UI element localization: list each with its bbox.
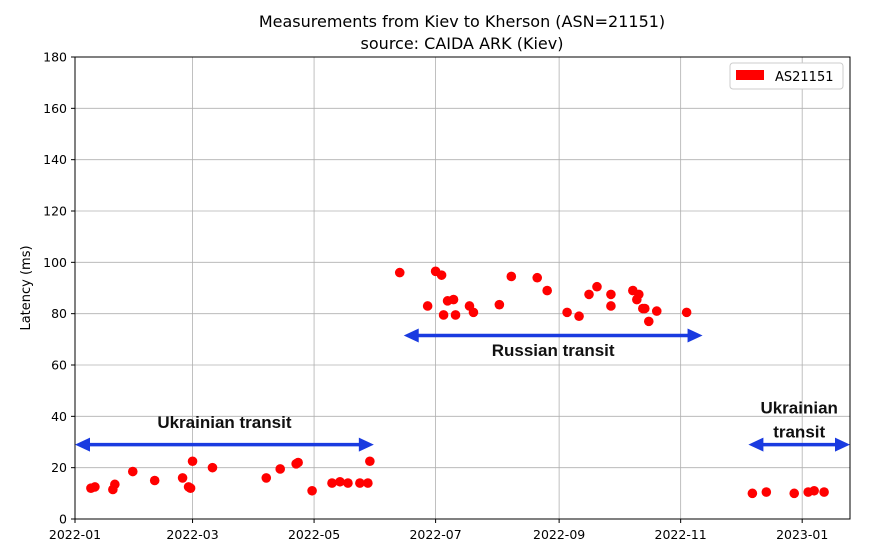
data-point <box>747 488 758 499</box>
data-point <box>450 310 461 320</box>
data-point <box>90 482 100 492</box>
data-point <box>343 478 353 488</box>
transit-annotation: Ukrainian transit <box>748 398 850 452</box>
data-point <box>643 316 654 327</box>
data-point <box>819 487 829 497</box>
transit-annotation: Ukrainian transit <box>75 413 374 452</box>
transit-label: Ukrainian transit <box>760 398 837 441</box>
transit-arrow-head-right <box>358 437 374 452</box>
x-tick-label: 2022-11 <box>655 527 707 542</box>
data-point <box>584 289 594 300</box>
data-point <box>532 272 543 283</box>
x-tick-label: 2022-03 <box>166 527 218 542</box>
x-axis: 2022-01 2022-03 2022-05 2022-07 2022-09 2022-… <box>49 519 828 542</box>
legend-label: AS21151 <box>775 70 834 85</box>
x-tick-label: 2023-01 <box>776 527 828 542</box>
data-point <box>639 303 650 314</box>
grid-lines <box>74 56 850 520</box>
data-point <box>127 466 138 477</box>
data-point <box>355 478 365 488</box>
data-point <box>187 456 198 467</box>
transit-arrow-head-left <box>75 437 90 452</box>
data-points <box>86 266 829 499</box>
data-point <box>506 271 517 282</box>
y-axis: 0 20 40 60 80 100 120 140 160 180 <box>43 50 75 527</box>
data-point <box>275 464 286 474</box>
data-point <box>634 289 644 300</box>
legend-box <box>729 62 844 90</box>
annotations: Ukrainian transit Russian transit Ukrainia… <box>75 328 850 452</box>
y-tick-label: 0 <box>59 512 67 527</box>
x-tick-label: 2022-09 <box>533 527 585 542</box>
data-point <box>468 307 479 318</box>
data-point <box>177 473 188 483</box>
y-tick-label: 100 <box>43 255 67 270</box>
data-point <box>761 487 772 497</box>
transit-arrow-head-right <box>835 437 850 452</box>
data-point <box>394 267 405 278</box>
data-point <box>327 478 337 488</box>
data-point <box>574 311 584 322</box>
data-point <box>809 485 819 496</box>
data-point <box>789 488 800 499</box>
chart-subtitle: source: CAIDA ARK (Kiev) <box>361 34 564 53</box>
data-point <box>592 281 602 292</box>
data-point <box>149 475 160 486</box>
transit-annotation: Russian transit <box>403 328 703 360</box>
data-point <box>651 306 662 316</box>
data-point <box>363 478 373 488</box>
y-tick-label: 80 <box>51 306 67 321</box>
y-tick-label: 20 <box>51 460 67 475</box>
data-point <box>335 476 345 487</box>
plot-frame <box>74 56 851 520</box>
data-point <box>606 289 616 300</box>
data-point <box>448 294 459 305</box>
y-tick-label: 180 <box>43 50 67 65</box>
transit-label: Russian transit <box>492 341 615 360</box>
transit-arrow-head-left <box>748 437 764 452</box>
data-point <box>606 301 616 311</box>
transit-arrow-head-right <box>687 328 703 343</box>
y-tick-label: 160 <box>43 101 67 116</box>
y-tick-label: 40 <box>51 409 67 424</box>
data-point <box>436 270 447 280</box>
data-point <box>542 285 552 296</box>
x-tick-label: 2022-05 <box>288 527 340 542</box>
x-tick-label: 2022-07 <box>409 527 461 542</box>
data-point <box>110 479 120 490</box>
legend-swatch <box>736 70 764 80</box>
transit-label: Ukrainian transit <box>157 413 291 432</box>
y-tick-label: 140 <box>43 152 67 167</box>
data-point <box>207 462 218 473</box>
data-point <box>438 310 449 320</box>
legend: AS21151 <box>729 62 844 90</box>
transit-arrow-head-left <box>403 328 419 343</box>
data-point <box>185 483 196 494</box>
data-point <box>562 307 572 318</box>
y-axis-label: Latency (ms) <box>19 245 34 330</box>
data-point <box>261 473 272 483</box>
data-point <box>293 457 303 468</box>
x-tick-label: 2022-01 <box>49 527 101 542</box>
y-tick-label: 60 <box>51 358 67 373</box>
data-point <box>681 307 692 318</box>
y-tick-label: 120 <box>43 204 67 219</box>
data-point <box>422 301 433 311</box>
chart-title: Measurements from Kiev to Kherson (ASN=2… <box>259 12 665 31</box>
data-point <box>307 485 317 496</box>
data-point <box>494 299 505 310</box>
data-point <box>365 456 375 467</box>
